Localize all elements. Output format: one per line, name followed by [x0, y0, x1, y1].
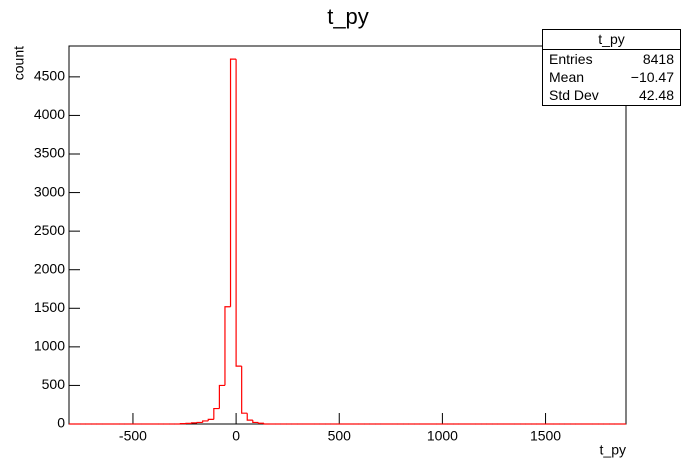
x-tick-label: 1500 — [530, 428, 561, 444]
histogram-bin — [207, 418, 214, 421]
y-tick-label: 3500 — [34, 145, 65, 161]
histogram-bin — [241, 366, 248, 414]
y-tick-label: 0 — [57, 415, 65, 431]
x-tick-label: -500 — [119, 428, 147, 444]
x-tick-label: 500 — [328, 428, 352, 444]
histogram-bin — [246, 413, 253, 421]
stats-row: Mean −10.47 — [543, 68, 680, 86]
histogram-bin — [229, 58, 237, 307]
y-tick-label: 3000 — [34, 183, 65, 199]
y-tick-label: 1000 — [34, 338, 65, 354]
y-tick-label: 4000 — [34, 106, 65, 122]
y-tick-label: 2500 — [34, 222, 65, 238]
histogram-bin — [202, 420, 209, 423]
histogram-bin — [257, 422, 264, 424]
x-tick-label: 0 — [232, 428, 240, 444]
y-tick-label: 500 — [42, 376, 66, 392]
y-tick-label: 2000 — [34, 260, 65, 276]
stats-row: Entries 8418 — [543, 50, 680, 68]
y-axis-label: count — [11, 46, 27, 80]
stats-label: Mean — [549, 69, 585, 85]
histogram-bin — [224, 306, 231, 386]
stats-value: 8418 — [642, 51, 674, 67]
y-tick-label: 1500 — [34, 299, 65, 315]
stats-value: 42.48 — [638, 87, 674, 103]
histogram-bin — [218, 384, 225, 409]
histogram-bin — [252, 420, 259, 424]
histogram-bin — [235, 59, 242, 367]
chart-title: t_py — [327, 4, 369, 29]
stats-label: Entries — [549, 51, 593, 67]
stats-label: Std Dev — [549, 87, 599, 103]
x-tick-label: 1000 — [427, 428, 458, 444]
stats-box: t_py Entries 8418 Mean −10.47 Std Dev 42.48 — [542, 29, 681, 106]
histogram-bin — [213, 407, 220, 420]
x-axis-label: t_py — [600, 442, 626, 458]
histogram-bin — [190, 422, 198, 424]
stats-value: −10.47 — [630, 69, 674, 85]
stats-title: t_py — [543, 30, 680, 50]
y-tick-label: 4500 — [34, 68, 65, 84]
stats-row: Std Dev 42.48 — [543, 86, 680, 104]
histogram-bin — [263, 423, 270, 425]
